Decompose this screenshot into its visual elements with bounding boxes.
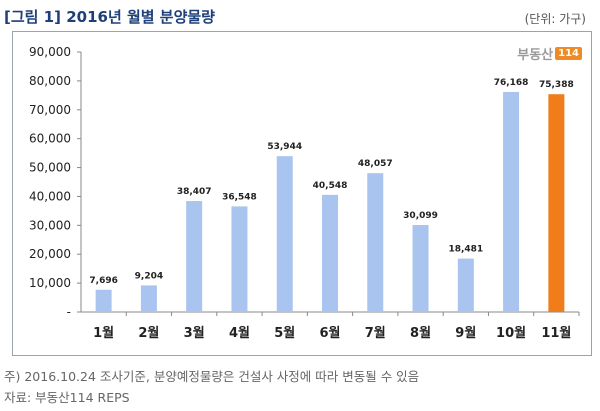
y-tick-label: 10,000 bbox=[29, 276, 71, 290]
y-tick-label: 70,000 bbox=[29, 103, 71, 117]
x-tick-label: 5월 bbox=[274, 325, 295, 341]
x-tick-label: 6월 bbox=[319, 325, 340, 341]
chart-title: [그림 1] 2016년 월별 분양물량 bbox=[4, 8, 215, 26]
bar bbox=[367, 173, 384, 312]
y-tick-label: 90,000 bbox=[29, 45, 71, 59]
y-tick-label: 30,000 bbox=[29, 218, 71, 232]
data-label: 30,099 bbox=[403, 211, 438, 221]
x-tick-label: 4월 bbox=[229, 325, 250, 341]
data-label: 38,407 bbox=[177, 187, 212, 197]
data-label: 36,548 bbox=[222, 192, 257, 202]
bar-chart: - 10,000 20,000 30,000 40,000 50,000 60,000 70,… bbox=[29, 45, 580, 341]
y-tick-label: 50,000 bbox=[29, 161, 71, 175]
y-tick-label: 20,000 bbox=[29, 247, 71, 261]
bar bbox=[503, 91, 520, 312]
data-label: 48,057 bbox=[358, 159, 393, 169]
bar bbox=[95, 289, 112, 312]
bar bbox=[140, 285, 157, 312]
data-label: 7,696 bbox=[89, 276, 117, 286]
x-tick-label: 3월 bbox=[184, 325, 205, 341]
bar bbox=[412, 225, 429, 312]
data-label: 18,481 bbox=[448, 245, 483, 255]
y-tick-label: 40,000 bbox=[29, 189, 71, 203]
x-tick-label: 10월 bbox=[496, 325, 526, 341]
data-label: 53,944 bbox=[267, 142, 302, 152]
bar bbox=[457, 258, 474, 312]
bar bbox=[322, 194, 338, 312]
x-tick-label: 8월 bbox=[410, 325, 431, 341]
y-tick-label: 60,000 bbox=[29, 132, 71, 146]
data-label: 76,168 bbox=[494, 78, 529, 88]
x-tick-label: 11월 bbox=[541, 325, 571, 341]
y-tick-label: 80,000 bbox=[29, 74, 71, 88]
x-tick-label: 9월 bbox=[455, 325, 476, 341]
source-note: 자료: 부동산114 REPS bbox=[4, 390, 130, 405]
data-label: 40,548 bbox=[313, 181, 348, 191]
unit-label: (단위: 가구) bbox=[524, 12, 586, 26]
x-tick-label: 7월 bbox=[365, 325, 386, 341]
logo-text: 부동산 bbox=[517, 48, 554, 63]
footnote: 주) 2016.10.24 조사기준, 분양예정물량은 건설사 사정에 따라 변… bbox=[4, 369, 420, 384]
bar bbox=[231, 206, 248, 312]
data-label: 9,204 bbox=[135, 271, 163, 281]
x-tick-label: 2월 bbox=[138, 325, 159, 341]
logo-badge: 114 bbox=[555, 47, 582, 60]
brand-logo: 부동산 114 bbox=[517, 44, 582, 63]
data-label: 75,388 bbox=[539, 80, 574, 90]
bar bbox=[186, 201, 203, 312]
bar bbox=[276, 156, 293, 312]
bar bbox=[548, 94, 565, 312]
y-tick-label: - bbox=[67, 305, 71, 319]
chart-frame: - 10,000 20,000 30,000 40,000 50,000 60,000 70,… bbox=[12, 31, 592, 356]
x-tick-label: 1월 bbox=[93, 325, 114, 341]
